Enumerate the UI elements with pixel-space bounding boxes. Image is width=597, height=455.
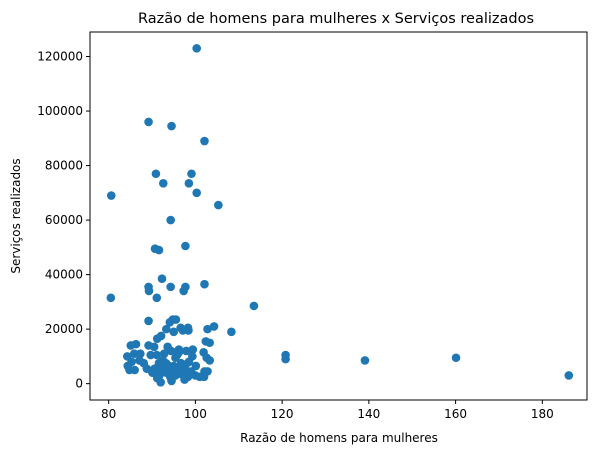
data-point: [149, 342, 159, 352]
data-point: [180, 375, 189, 384]
y-tick-label: 20000: [45, 322, 83, 336]
data-point: [106, 293, 116, 303]
data-point: [214, 200, 223, 210]
data-point: [200, 136, 209, 146]
y-axis-label: Serviços realizados: [9, 158, 23, 273]
data-point: [199, 372, 209, 382]
data-point: [184, 326, 193, 335]
data-point: [179, 286, 188, 296]
x-tick-label: 160: [444, 407, 467, 421]
data-point: [144, 316, 153, 326]
data-point: [188, 345, 198, 354]
data-point: [451, 353, 461, 363]
data-point: [249, 301, 259, 311]
x-tick-label: 140: [357, 407, 380, 421]
y-axis-ticks: 0 20000 40000 60000 80000 100000 120000: [37, 50, 90, 391]
data-point: [144, 117, 153, 127]
data-point: [169, 327, 178, 337]
data-point: [154, 245, 164, 255]
data-point: [130, 365, 139, 375]
x-tick-label: 120: [271, 407, 294, 421]
data-point: [281, 354, 290, 364]
data-point: [181, 241, 190, 251]
data-point: [126, 341, 136, 350]
data-point: [227, 327, 236, 337]
data-point: [167, 121, 176, 131]
x-tick-label: 100: [184, 407, 207, 421]
data-point: [192, 188, 201, 198]
y-tick-label: 120000: [37, 50, 83, 64]
data-point: [151, 169, 161, 179]
data-point: [165, 318, 175, 327]
data-point: [181, 346, 191, 356]
data-point: [564, 371, 574, 380]
data-point: [166, 346, 176, 356]
x-tick-label: 180: [531, 407, 554, 421]
data-points: [106, 44, 574, 387]
data-point: [203, 324, 212, 334]
data-point: [162, 324, 171, 334]
data-point: [184, 178, 194, 188]
y-tick-label: 0: [75, 377, 83, 391]
plot-area-frame: [89, 31, 588, 401]
data-point: [205, 338, 214, 348]
y-tick-label: 60000: [45, 213, 83, 227]
data-point: [171, 353, 180, 363]
data-point: [152, 334, 162, 343]
data-point: [158, 178, 168, 188]
x-tick-label: 80: [101, 407, 116, 421]
data-point: [129, 349, 139, 358]
data-point: [205, 356, 214, 365]
data-point: [136, 349, 145, 358]
y-tick-label: 40000: [45, 268, 83, 282]
data-point: [156, 377, 165, 387]
data-point: [166, 215, 175, 225]
x-axis-ticks: 80 100 120 140 160 180: [101, 400, 554, 421]
data-point: [360, 356, 370, 365]
data-point: [144, 286, 154, 296]
data-point: [200, 279, 209, 289]
data-point: [209, 322, 219, 331]
data-point: [146, 350, 156, 360]
data-point: [152, 350, 162, 360]
data-point: [152, 293, 162, 303]
y-tick-label: 80000: [45, 159, 83, 173]
data-point: [106, 191, 116, 200]
data-point: [157, 274, 167, 284]
chart-title: Razão de homens para mulheres x Serviços…: [138, 11, 534, 27]
data-point: [187, 169, 196, 179]
data-point: [166, 282, 175, 292]
data-point: [167, 376, 176, 386]
y-tick-label: 100000: [37, 104, 83, 118]
x-axis-label: Razão de homens para mulheres: [240, 431, 438, 445]
data-point: [192, 44, 201, 53]
data-point: [159, 349, 169, 358]
